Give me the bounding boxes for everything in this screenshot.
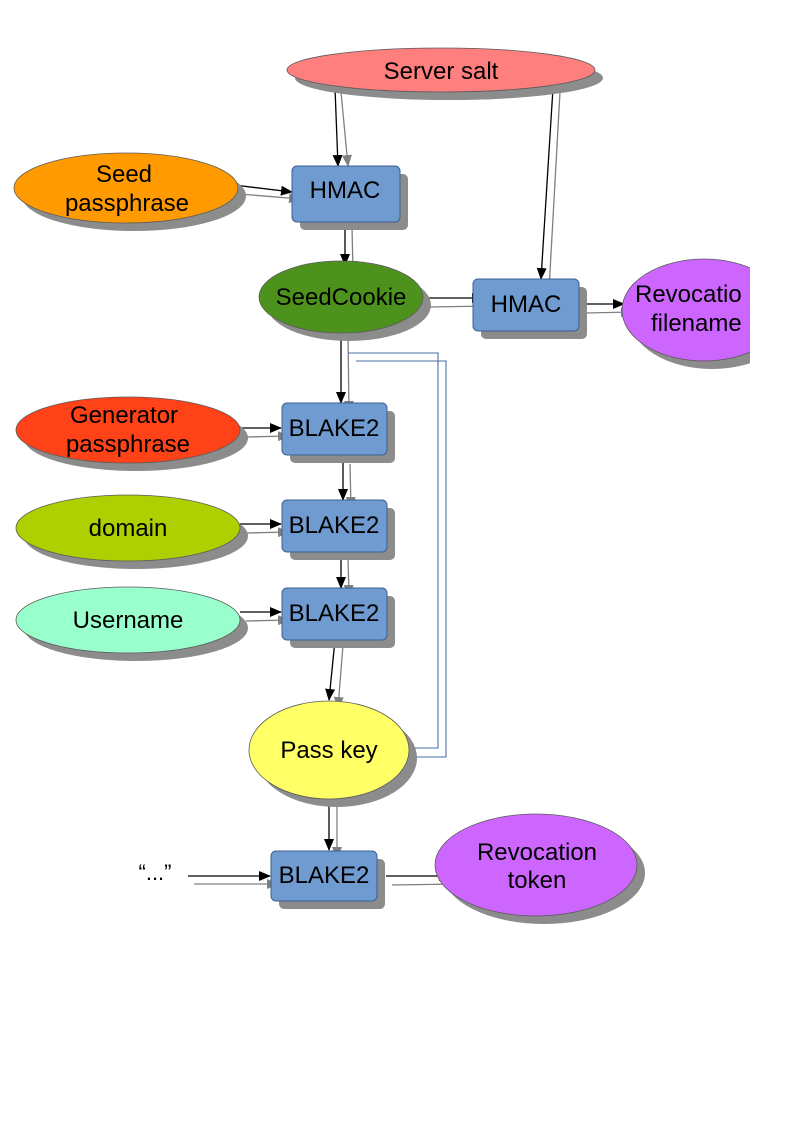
edge-seedcookie-to-blake2-1-shadow: [343, 333, 354, 413]
edge-blake2-3-to-passkey: [325, 639, 336, 701]
generator-passphrase-node: Generator passphrase: [15, 396, 248, 471]
hmac-seed-box: HMAC: [291, 165, 408, 230]
username-node: Username: [15, 586, 248, 661]
blake2-generator-label: BLAKE2: [289, 415, 380, 442]
blake2-domain-label: BLAKE2: [289, 512, 380, 539]
blake2-username-label: BLAKE2: [289, 600, 380, 627]
hmac-seed-label: HMAC: [310, 177, 381, 204]
domain-node: domain: [15, 494, 248, 569]
seed-passphrase-label-line2: passphrase: [65, 190, 189, 217]
blake2-domain-box: BLAKE2: [281, 499, 395, 560]
domain-label: domain: [89, 515, 168, 542]
edge-seed-to-hmac-shadow: [239, 193, 301, 204]
ellipsis-node: “...”: [139, 860, 172, 885]
edge-passkey-loop: [348, 352, 439, 749]
revocation-token-label-line2: token: [508, 867, 567, 894]
seedcookie-label: SeedCookie: [276, 284, 407, 311]
seed-passphrase-label-line1: Seed: [96, 161, 152, 188]
username-label: Username: [73, 607, 184, 634]
revocation-token-label-line1: Revocation: [477, 839, 597, 866]
blake2-token-box: BLAKE2: [270, 850, 385, 909]
edges: [188, 87, 633, 890]
blake2-username-box: BLAKE2: [281, 587, 395, 648]
ellipsis-label: “...”: [139, 860, 172, 885]
revocation-token-node: Revocation token: [434, 813, 645, 924]
hmac-revocation-label: HMAC: [491, 291, 562, 318]
edge-blake2-3-to-passkey-shadow: [333, 644, 344, 709]
revocation-filename-label-line1: Revocatio: [635, 281, 742, 308]
edge-passkey-loop-shadow: [356, 360, 447, 758]
server-salt-node: Server salt: [286, 47, 603, 100]
hmac-revocation-box: HMAC: [472, 278, 587, 339]
seed-passphrase-node: Seed passphrase: [13, 152, 246, 231]
revocation-filename-node: Revocatio filename: [621, 258, 750, 369]
pass-key-label: Pass key: [280, 737, 377, 764]
blake2-generator-box: BLAKE2: [281, 402, 395, 463]
edge-salt-to-hmac-seed-shadow: [340, 91, 352, 167]
edge-salt-to-hmac-revocation-shadow: [544, 91, 561, 291]
generator-passphrase-label-line2: passphrase: [66, 431, 190, 458]
revocation-filename-label-line2: filename: [651, 310, 742, 337]
generator-passphrase-label-line1: Generator: [70, 402, 178, 429]
edge-seed-to-hmac: [233, 184, 293, 196]
pass-key-node: Pass key: [248, 700, 417, 807]
blake2-token-label: BLAKE2: [279, 862, 370, 889]
edge-salt-to-hmac-seed: [332, 87, 343, 167]
seedcookie-node: SeedCookie: [258, 260, 431, 341]
server-salt-label: Server salt: [384, 58, 499, 85]
edge-salt-to-hmac-revocation: [536, 87, 554, 280]
